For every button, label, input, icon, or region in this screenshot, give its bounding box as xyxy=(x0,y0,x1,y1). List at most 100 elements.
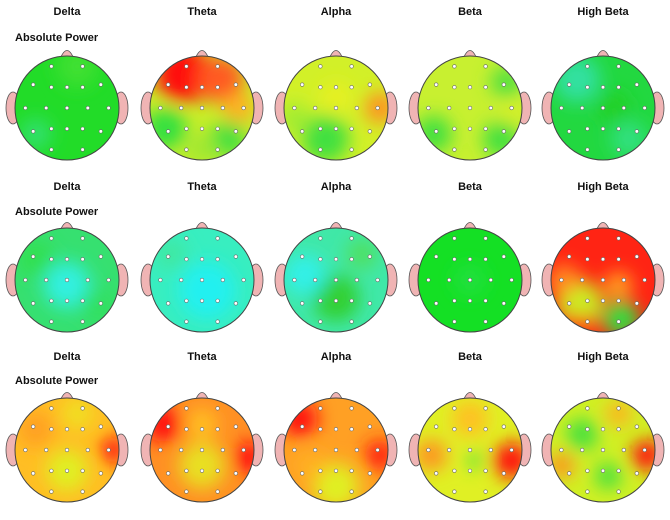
electrode xyxy=(600,277,606,283)
electrode xyxy=(300,82,305,87)
electrode xyxy=(333,85,339,90)
electrode xyxy=(585,64,590,69)
electrode xyxy=(166,471,171,476)
electrode xyxy=(85,105,90,111)
electrode xyxy=(585,147,590,152)
head-outline xyxy=(149,227,255,333)
field-blob xyxy=(100,437,119,463)
electrode xyxy=(483,147,488,152)
electrode xyxy=(567,129,572,134)
electrode xyxy=(600,447,606,453)
electrode xyxy=(634,129,639,134)
electrode xyxy=(179,277,184,283)
electrode xyxy=(616,468,621,473)
electrode xyxy=(300,424,305,429)
electrode xyxy=(621,277,626,283)
electrode xyxy=(349,319,354,324)
electrode xyxy=(80,468,85,473)
electrode xyxy=(158,277,163,283)
head-outline xyxy=(149,55,255,161)
electrode xyxy=(616,406,621,411)
electrode xyxy=(483,427,488,432)
electrode xyxy=(367,254,372,259)
electrode xyxy=(80,64,85,69)
electrode xyxy=(49,468,54,473)
electrode xyxy=(300,129,305,134)
electrode xyxy=(452,319,457,324)
electrode xyxy=(585,126,590,131)
electrode xyxy=(333,257,339,262)
electrode xyxy=(44,277,49,283)
head-outline xyxy=(14,227,120,333)
electrode xyxy=(31,254,36,259)
electrode xyxy=(215,64,220,69)
electrode xyxy=(585,319,590,324)
field-blob xyxy=(20,118,52,150)
electrode xyxy=(49,147,54,152)
electrode xyxy=(483,85,488,90)
head-outline xyxy=(417,55,523,161)
color-field xyxy=(284,398,388,502)
electrode xyxy=(349,468,354,473)
electrode xyxy=(349,126,354,131)
electrode xyxy=(80,406,85,411)
electrode xyxy=(23,277,28,283)
electrode xyxy=(501,424,506,429)
electrode xyxy=(483,236,488,241)
electrode xyxy=(367,424,372,429)
field-blob xyxy=(346,238,378,270)
electrode xyxy=(483,406,488,411)
color-field xyxy=(150,56,254,160)
electrode xyxy=(64,447,70,453)
field-blob xyxy=(610,121,648,158)
electrode xyxy=(300,471,305,476)
electrode xyxy=(452,489,457,494)
band-title: Alpha xyxy=(321,181,352,193)
electrode xyxy=(199,277,205,283)
field-blob xyxy=(284,253,326,296)
electrode xyxy=(166,424,171,429)
electrode xyxy=(80,427,85,432)
electrode xyxy=(434,129,439,134)
electrode xyxy=(49,236,54,241)
electrode xyxy=(585,236,590,241)
electrode xyxy=(215,126,220,131)
electrode xyxy=(318,236,323,241)
field-blobs xyxy=(17,398,119,492)
electrode xyxy=(349,489,354,494)
electrode xyxy=(85,447,90,453)
electrode xyxy=(215,257,220,262)
electrode xyxy=(215,406,220,411)
electrode xyxy=(220,447,225,453)
head-outline xyxy=(149,397,255,503)
field-blob xyxy=(467,452,484,469)
electrode xyxy=(184,147,189,152)
electrode xyxy=(44,447,49,453)
field-blob xyxy=(17,241,54,278)
electrode xyxy=(318,257,323,262)
electrode xyxy=(585,257,590,262)
electrode xyxy=(333,427,339,432)
head-outline xyxy=(14,397,120,503)
electrode xyxy=(49,257,54,262)
electrode xyxy=(166,254,171,259)
electrode xyxy=(567,82,572,87)
electrode xyxy=(98,129,103,134)
head-map xyxy=(274,50,398,161)
color-field xyxy=(15,56,119,160)
electrode xyxy=(501,129,506,134)
head-map xyxy=(5,50,129,161)
electrode xyxy=(467,105,473,111)
band-title: Delta xyxy=(54,6,82,18)
electrode xyxy=(349,147,354,152)
electrode xyxy=(233,301,238,306)
electrode xyxy=(483,468,488,473)
electrode xyxy=(621,447,626,453)
electrode xyxy=(467,427,473,432)
band-title: Theta xyxy=(187,181,217,193)
electrode xyxy=(80,147,85,152)
electrode xyxy=(634,424,639,429)
electrode xyxy=(585,298,590,303)
head-map xyxy=(541,392,665,503)
electrode xyxy=(199,257,205,262)
